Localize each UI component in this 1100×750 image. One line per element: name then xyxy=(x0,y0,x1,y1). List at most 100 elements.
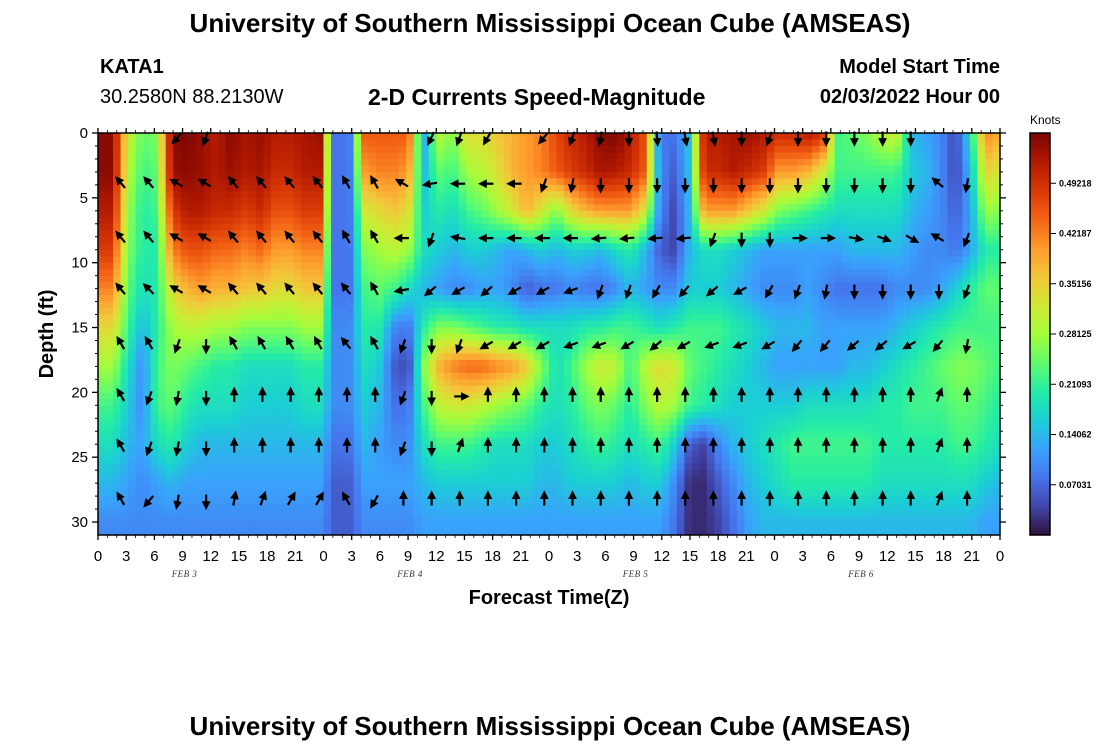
heat-cell xyxy=(812,145,821,154)
heat-cell xyxy=(646,385,655,393)
heat-cell xyxy=(962,321,971,329)
heat-cell xyxy=(473,171,482,179)
heat-cell xyxy=(684,204,693,212)
heat-cell xyxy=(496,204,505,212)
heat-cell xyxy=(684,327,693,335)
heat-cell xyxy=(496,262,505,270)
heat-cell xyxy=(827,243,836,251)
heat-cell xyxy=(458,321,467,329)
heat-cell xyxy=(113,236,122,244)
heat-cell xyxy=(158,243,167,251)
heat-cell xyxy=(308,275,317,283)
heat-cell xyxy=(270,249,279,257)
heat-cell xyxy=(601,184,610,192)
heat-cell xyxy=(624,236,633,244)
heat-cell xyxy=(879,243,888,251)
heat-cell xyxy=(819,314,828,322)
heat-cell xyxy=(533,204,543,212)
heat-cell xyxy=(947,282,956,290)
heat-cell xyxy=(827,165,836,173)
heat-cell xyxy=(338,308,347,316)
heat-cell xyxy=(113,262,122,270)
heat-cell xyxy=(586,327,595,335)
heat-cell xyxy=(759,379,768,387)
heat-cell xyxy=(488,398,497,406)
heat-cell xyxy=(857,139,866,147)
heat-cell xyxy=(654,204,663,212)
heat-cell xyxy=(804,327,813,335)
heat-cell xyxy=(564,197,573,205)
heat-cell xyxy=(759,230,768,238)
heat-cell xyxy=(661,269,670,277)
heat-cell xyxy=(218,152,227,160)
heat-cell xyxy=(466,398,475,406)
heat-cell xyxy=(872,282,881,290)
heat-cell xyxy=(631,282,640,290)
heat-cell xyxy=(481,158,490,167)
heat-cell xyxy=(909,249,918,257)
heat-cell xyxy=(466,392,475,400)
heat-cell xyxy=(270,152,279,160)
heat-cell xyxy=(128,223,137,231)
heat-cell xyxy=(458,308,467,316)
heat-cell xyxy=(624,204,633,212)
heat-cell xyxy=(150,152,159,160)
heat-cell xyxy=(443,197,452,205)
heat-cell xyxy=(812,243,821,251)
heat-cell xyxy=(263,133,272,141)
heat-cell xyxy=(797,295,806,303)
heat-cell xyxy=(496,158,505,167)
heat-cell xyxy=(270,197,279,205)
heat-cell xyxy=(300,308,310,316)
heat-cell xyxy=(240,327,249,335)
heat-cell xyxy=(962,152,971,160)
heat-cell xyxy=(526,385,535,393)
heat-cell xyxy=(729,210,738,218)
heat-cell xyxy=(391,359,400,368)
heat-cell xyxy=(383,288,392,296)
heat-cell xyxy=(105,184,114,192)
heat-cell xyxy=(331,191,340,199)
heat-cell xyxy=(631,346,640,355)
heat-cell xyxy=(804,191,813,199)
heat-cell xyxy=(736,321,746,329)
heat-cell xyxy=(496,171,505,179)
heat-cell xyxy=(143,223,152,231)
heat-cell xyxy=(932,282,941,290)
heat-cell xyxy=(857,191,866,199)
heat-cell xyxy=(391,275,400,283)
heat-cell xyxy=(842,223,851,231)
heat-cell xyxy=(879,321,888,329)
heat-cell xyxy=(759,210,768,218)
heat-cell xyxy=(150,314,159,322)
heat-cell xyxy=(729,346,738,355)
heat-cell xyxy=(315,385,325,393)
heat-cell xyxy=(143,275,152,283)
heat-cell xyxy=(300,353,310,361)
heat-cell xyxy=(443,210,452,218)
heat-cell xyxy=(932,217,941,225)
heat-cell xyxy=(917,288,926,296)
heat-cell xyxy=(969,223,979,231)
heat-cell xyxy=(932,256,941,264)
heat-cell xyxy=(368,204,377,212)
heat-cell xyxy=(195,171,204,179)
heat-cell xyxy=(729,353,738,361)
heat-cell xyxy=(992,171,1000,179)
heat-cell xyxy=(699,178,708,186)
heat-cell xyxy=(872,204,881,212)
heat-cell xyxy=(315,314,325,322)
heat-cell xyxy=(894,152,903,160)
heat-cell xyxy=(481,275,490,283)
heat-cell xyxy=(308,398,317,406)
heat-cell xyxy=(879,262,888,270)
heat-cell xyxy=(564,346,573,355)
heat-cell xyxy=(428,158,437,167)
heat-cell xyxy=(812,353,821,361)
heat-cell xyxy=(180,236,189,244)
heat-cell xyxy=(120,230,129,238)
heat-cell xyxy=(684,133,693,141)
heat-cell xyxy=(624,217,633,225)
heat-cell xyxy=(150,197,159,205)
heat-cell xyxy=(300,385,310,393)
